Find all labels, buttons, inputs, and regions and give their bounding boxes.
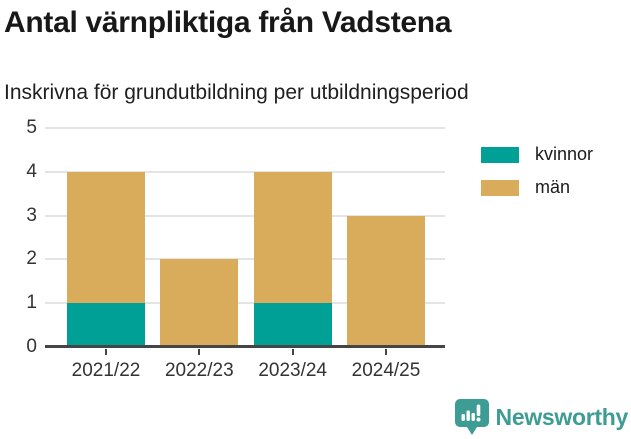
bar-segment-man-2022-23 [160,259,239,347]
gridline [45,258,445,261]
x-axis-tick [384,349,387,355]
x-axis-tick [198,349,201,355]
chart-title: Antal värnpliktiga från Vadstena [4,6,452,39]
legend-label: kvinnor [535,144,594,164]
newsworthy-logo[interactable]: Newsworthy [454,399,629,436]
x-axis-tick-label: 2023/24 [258,360,327,381]
x-axis-tick-label: 2024/25 [351,360,421,381]
gridline [45,170,445,173]
y-axis-tick-label: 4 [26,160,37,182]
newsworthy-icon [454,399,489,435]
x-axis-tick [291,349,294,355]
newsworthy-wordmark: Newsworthy [495,404,629,430]
bar-segment-man-2023-24 [253,171,332,304]
x-axis-tick-label: 2022/23 [164,360,234,381]
legend-swatch-man [481,179,519,196]
legend-item-man: män [481,177,593,198]
chart-subtitle: Inskrivna för grundutbildning per utbild… [4,81,469,104]
x-axis-line [45,345,445,348]
y-axis-tick-label: 2 [26,248,37,270]
gridline [45,214,445,217]
legend-item-kvinnor: kvinnor [481,144,593,165]
y-axis-tick-label: 5 [26,117,37,138]
bar-segment-kvinnor-2021-22 [67,303,145,347]
y-axis-tick-label: 0 [26,336,37,357]
bar-segment-kvinnor-2023-24 [253,303,332,347]
y-axis-tick-label: 3 [26,204,37,226]
plot-area: 0 1 2 3 4 5 2021/22 2022/23 2023/24 2024/25 [26,117,445,381]
bar-segment-man-2021-22 [67,171,145,304]
legend-swatch-kvinnor [481,146,519,163]
legend-label: män [535,177,571,197]
y-axis-tick-label: 1 [26,292,37,314]
legend: kvinnor män [481,144,593,198]
x-axis-tick [105,349,107,355]
x-axis-tick-label: 2021/22 [71,360,141,381]
gridline [45,302,445,305]
bar-segment-man-2024-25 [346,215,425,347]
gridline [45,127,445,129]
